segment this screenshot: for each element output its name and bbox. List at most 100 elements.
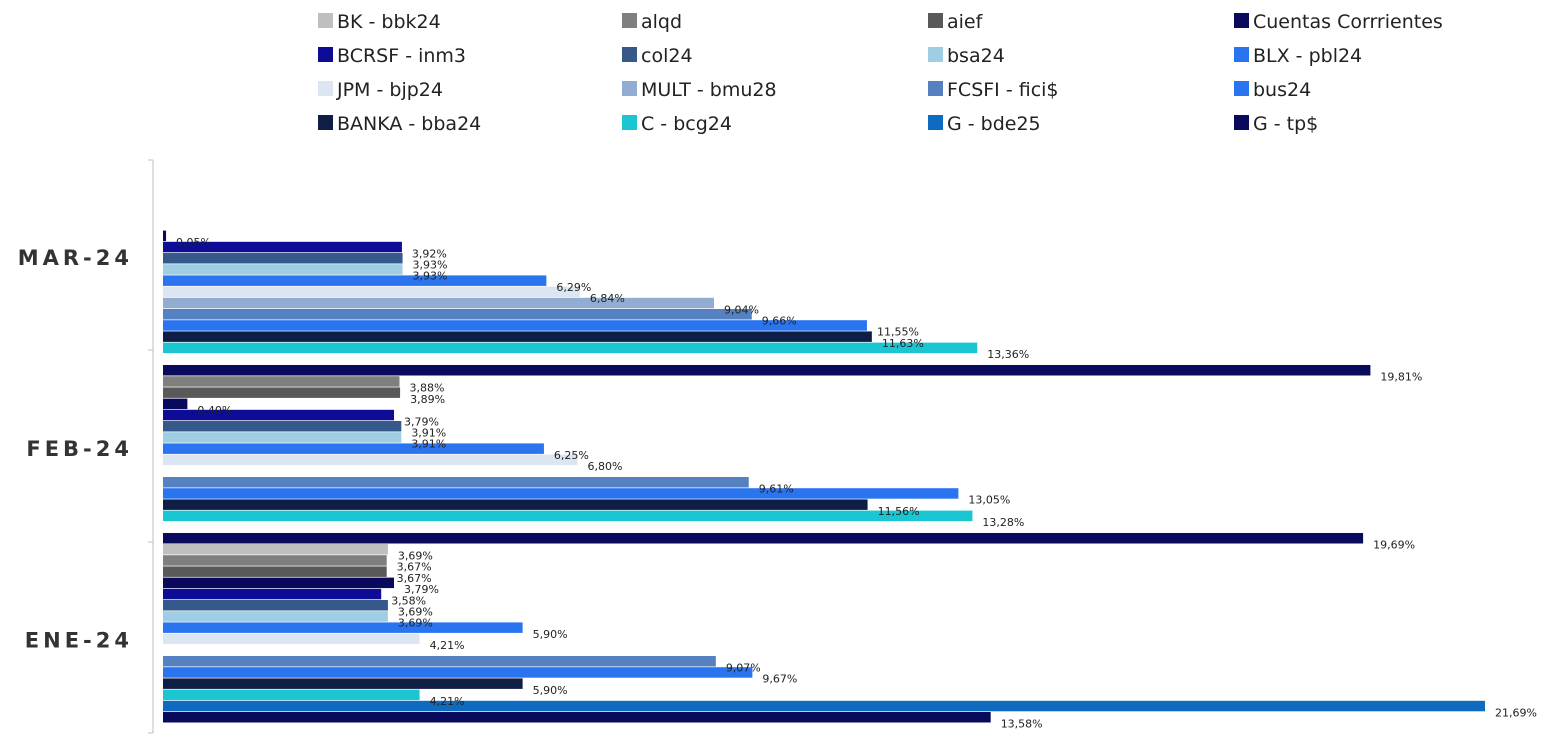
legend-swatch (622, 47, 637, 62)
data-label-ene-24-cuentas-corrrientes: 3,79% (404, 583, 439, 596)
data-label-ene-24-banka-bba24: 5,90% (533, 684, 568, 697)
category-label-feb-24: FEB-24 (26, 437, 133, 461)
legend-swatch (1234, 81, 1249, 96)
legend-item-alqd: alqd (622, 11, 682, 33)
legend-label: MULT - bmu28 (641, 79, 777, 101)
bar-ene-24-bus24 (163, 667, 753, 678)
legend-item-cuentas-corrrientes: Cuentas Corrrientes (1234, 11, 1443, 33)
legend-swatch (622, 13, 637, 28)
legend-item-bsa24: bsa24 (928, 45, 1005, 67)
bar-feb-24-fcsfi-fici (163, 477, 749, 488)
legend-item-jpm-bjp24: JPM - bjp24 (318, 79, 443, 101)
data-label-feb-24-blx-pbl24: 6,25% (554, 449, 589, 462)
legend: BK - bbk24 alqd aief Cuentas Corrrientes BCR… (318, 11, 1443, 135)
category-label-ene-24: ENE-24 (25, 629, 133, 653)
data-label-ene-24-blx-pbl24: 5,90% (533, 628, 568, 641)
bars (163, 230, 1485, 723)
bar-feb-24-bcrsf-inm3 (163, 409, 394, 421)
data-label-mar-24-col24: 3,93% (413, 259, 448, 272)
data-label-feb-24-jpm-bjp24: 6,80% (587, 460, 622, 473)
legend-label: bus24 (1253, 79, 1311, 101)
legend-item-g-tp: G - tp$ (1234, 113, 1318, 135)
bar-mar-24-bsa24 (163, 264, 403, 275)
legend-swatch (318, 13, 333, 28)
bar-ene-24-jpm-bjp24 (163, 633, 420, 645)
legend-label: C - bcg24 (641, 113, 732, 135)
legend-item-bus24: bus24 (1234, 79, 1311, 101)
bar-feb-24-col24 (163, 421, 402, 432)
data-label-feb-24-banka-bba24: 11,56% (878, 505, 920, 518)
bar-ene-24-bk-bbk24 (163, 544, 388, 555)
data-label-ene-24-jpm-bjp24: 4,21% (430, 639, 465, 652)
legend-item-banka-bba24: BANKA - bba24 (318, 113, 481, 135)
legend-label: col24 (641, 45, 693, 67)
legend-swatch (622, 81, 637, 96)
data-label-ene-24-g-tp: 13,58% (1001, 718, 1043, 731)
data-label-mar-24-blx-pbl24: 6,29% (556, 281, 591, 294)
data-label-feb-24-bsa24: 3,91% (411, 438, 446, 451)
legend-label: aief (947, 11, 984, 33)
data-label-ene-24-bus24: 9,67% (762, 673, 797, 686)
legend-swatch (318, 81, 333, 96)
bar-feb-24-bus24 (163, 488, 959, 499)
legend-swatch (318, 115, 333, 130)
legend-item-col24: col24 (622, 45, 693, 67)
data-label-feb-24-aief: 3,89% (410, 393, 445, 406)
legend-swatch (1234, 47, 1249, 62)
bar-ene-24-bcrsf-inm3 (163, 588, 382, 600)
legend-swatch (928, 115, 943, 130)
bar-feb-24-aief (163, 387, 401, 398)
data-label-mar-24-g-tp: 19,81% (1380, 371, 1422, 384)
legend-label: BK - bbk24 (337, 11, 441, 33)
legend-label: alqd (641, 11, 682, 33)
bar-feb-24-c-bcg24 (163, 510, 973, 522)
legend-item-c-bcg24: C - bcg24 (622, 113, 732, 135)
bar-ene-24-g-bde25 (163, 700, 1485, 712)
bar-mar-24-mult-bmu28 (163, 297, 714, 309)
data-label-feb-24-g-tp: 19,69% (1373, 539, 1415, 552)
data-label-mar-24-fcsfi-fici: 9,66% (762, 315, 797, 328)
bar-feb-24-banka-bba24 (163, 499, 868, 510)
bar-ene-24-banka-bba24 (163, 678, 523, 689)
bar-mar-24-fcsfi-fici (163, 309, 752, 320)
bar-mar-24-bus24 (163, 320, 867, 331)
legend-swatch (928, 13, 943, 28)
legend-item-fcsfi-fici: FCSFI - fici$ (928, 79, 1059, 101)
category-axis: MAR-24 FEB-24 ENE-24 (18, 159, 154, 734)
bar-mar-24-jpm-bjp24 (163, 286, 580, 298)
legend-swatch (318, 47, 333, 62)
data-label-feb-24-alqd: 3,88% (409, 382, 444, 395)
data-label-ene-24-aief: 3,67% (397, 572, 432, 585)
legend-swatch (1234, 115, 1249, 130)
data-label-ene-24-col24: 3,69% (398, 606, 433, 619)
category-label-mar-24: MAR-24 (18, 246, 133, 270)
data-label-feb-24-bus24: 13,05% (968, 494, 1010, 507)
data-label-feb-24-fcsfi-fici: 9,61% (759, 483, 794, 496)
bar-feb-24-jpm-bjp24 (163, 454, 578, 466)
legend-item-bcrsf-inm3: BCRSF - inm3 (318, 45, 466, 67)
bar-ene-24-aief (163, 566, 387, 577)
legend-swatch (928, 47, 943, 62)
legend-item-bk-bbk24: BK - bbk24 (318, 11, 441, 33)
bar-feb-24-g-tp (163, 533, 1364, 544)
bar-ene-24-cuentas-corrrientes (163, 577, 394, 589)
data-label-mar-24-c-bcg24: 13,36% (987, 348, 1029, 361)
legend-swatch (928, 81, 943, 96)
bar-mar-24-bcrsf-inm3 (163, 241, 402, 253)
data-label-ene-24-bk-bbk24: 3,69% (398, 550, 433, 563)
legend-item-mult-bmu28: MULT - bmu28 (622, 79, 777, 101)
bar-ene-24-blx-pbl24 (163, 622, 523, 633)
legend-label: bsa24 (947, 45, 1005, 67)
legend-label: FCSFI - fici$ (947, 79, 1059, 101)
bar-ene-24-bsa24 (163, 611, 388, 622)
legend-item-blx-pbl24: BLX - pbl24 (1234, 45, 1362, 67)
bar-mar-24-banka-bba24 (163, 331, 872, 342)
data-label-mar-24-mult-bmu28: 9,04% (724, 303, 759, 316)
legend-label: BANKA - bba24 (337, 113, 481, 135)
bar-ene-24-c-bcg24 (163, 689, 420, 701)
legend-label: BCRSF - inm3 (337, 45, 466, 67)
legend-label: G - bde25 (947, 113, 1041, 135)
data-label-ene-24-fcsfi-fici: 9,07% (726, 662, 761, 675)
bar-feb-24-bsa24 (163, 432, 402, 443)
